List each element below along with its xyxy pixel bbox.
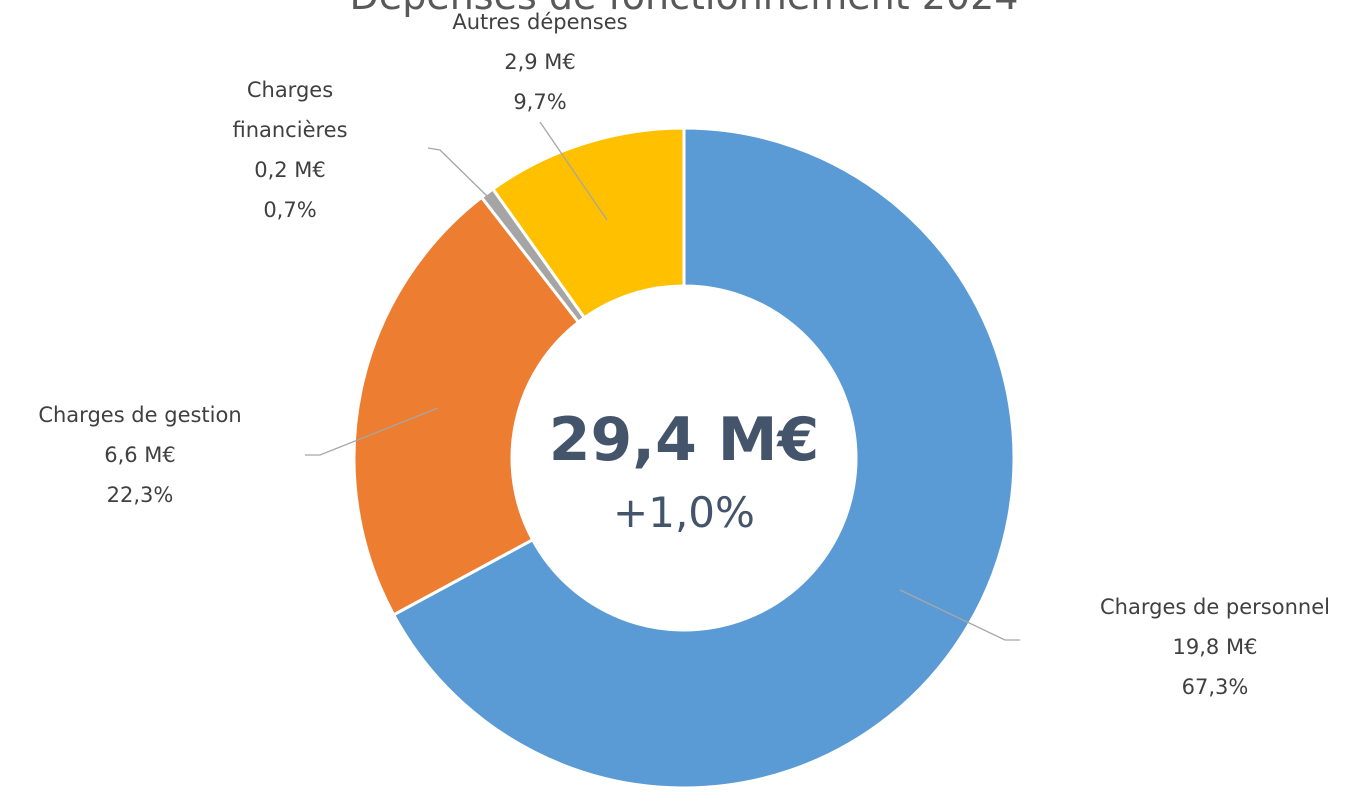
chart-title: Dépenses de fonctionnement 2024 (350, 0, 1019, 18)
data-label: Charges de personnel 19,8 M€ 67,3% (1100, 587, 1330, 707)
percent-label: 0,7% (263, 198, 317, 222)
value-label: 19,8 M€ (1172, 635, 1258, 659)
donut-slice (490, 126, 686, 320)
category-label: Autres dépenses (452, 10, 628, 34)
data-label: Charges de gestion 6,6 M€ 22,3% (38, 395, 241, 515)
category-label: Charges de gestion (38, 403, 242, 427)
center-sublabel: +1,0% (613, 488, 755, 537)
leader-line (899, 589, 1020, 641)
leader-line (427, 147, 489, 198)
leader-line (305, 407, 439, 456)
percent-label: 67,3% (1181, 675, 1249, 699)
center-label: 29,4 M€ (548, 405, 820, 475)
donut-slice (352, 195, 581, 617)
donut-slice (391, 126, 1016, 790)
data-label: Autres dépenses 2,9 M€ 9,7% (452, 2, 627, 122)
category-label: Charges financières (232, 78, 348, 142)
category-label: Charges de personnel (1100, 595, 1330, 619)
leader-line (539, 121, 608, 221)
percent-label: 9,7% (513, 90, 567, 114)
value-label: 0,2 M€ (254, 158, 326, 182)
value-label: 2,9 M€ (504, 50, 576, 74)
data-label: Charges financières 0,2 M€ 0,7% (215, 70, 365, 230)
value-label: 6,6 M€ (104, 443, 176, 467)
percent-label: 22,3% (106, 483, 174, 507)
